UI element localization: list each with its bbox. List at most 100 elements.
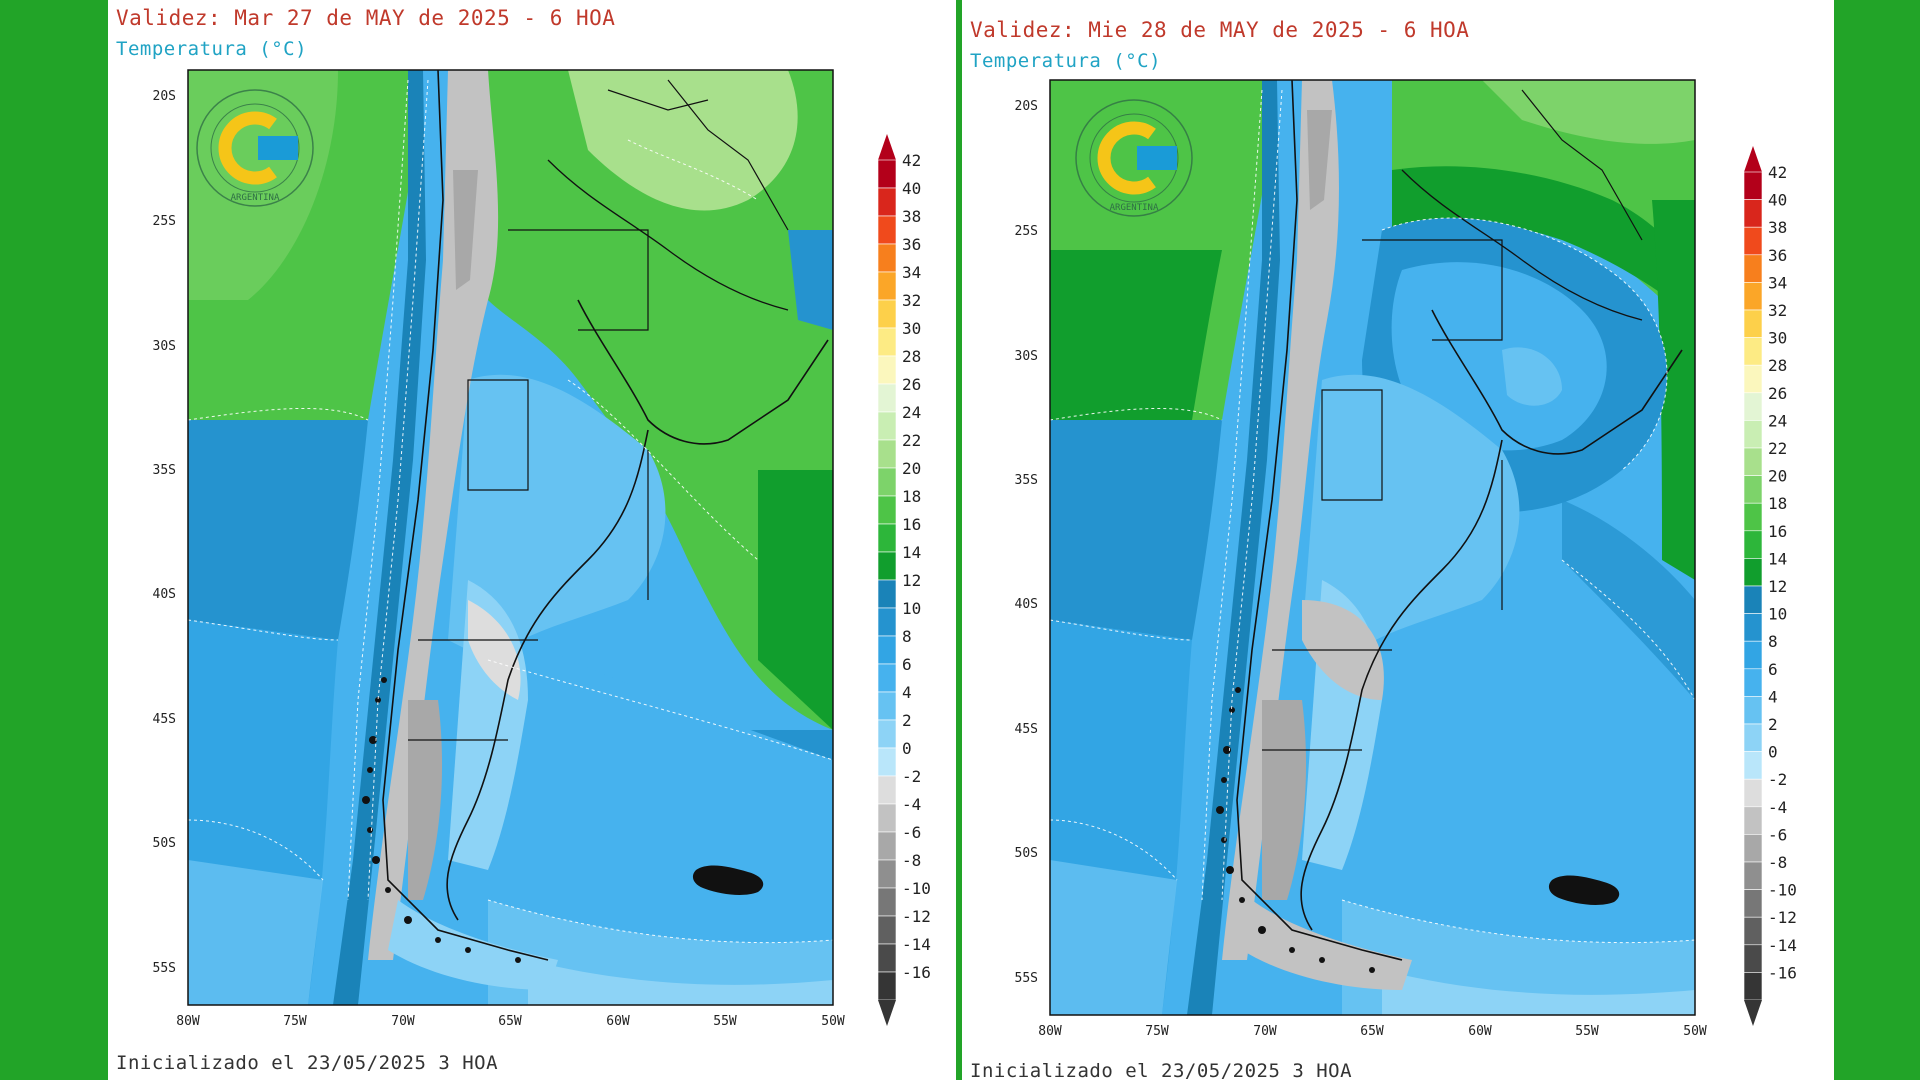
lat-label: 35S — [1015, 473, 1038, 488]
colorbar-label: 4 — [1768, 687, 1778, 706]
temperature-map: ARGENTINA 20S 25S 30S 35S 40S 45S 50S 55… — [153, 69, 931, 1029]
colorbar-swatch — [877, 887, 897, 917]
colorbar-swatch — [1743, 171, 1763, 200]
colorbar-swatch — [1743, 254, 1763, 283]
lon-label: 80W — [176, 1014, 200, 1029]
lat-label: 35S — [153, 463, 176, 478]
lat-label: 50S — [1015, 846, 1038, 861]
lat-label: 40S — [1015, 597, 1038, 612]
colorbar-label: 18 — [1768, 494, 1787, 513]
colorbar-label: -12 — [1768, 908, 1797, 927]
colorbar-label: 22 — [1768, 439, 1787, 458]
lon-label: 70W — [391, 1014, 415, 1029]
colorbar-label: 16 — [902, 515, 921, 534]
colorbar-label: 22 — [902, 431, 921, 450]
colorbar-label: 38 — [1768, 218, 1787, 237]
lat-label: 20S — [153, 89, 176, 104]
colorbar-label: 34 — [902, 263, 921, 282]
colorbar-swatch — [877, 551, 897, 581]
colorbar-label: -14 — [1768, 936, 1797, 955]
colorbar-swatch — [877, 747, 897, 777]
smn-logo: ARGENTINA — [196, 89, 314, 207]
colorbar-label: -8 — [902, 851, 921, 870]
colorbar-swatch — [877, 215, 897, 245]
lat-label: 25S — [1015, 224, 1038, 239]
colorbar-label: -16 — [1768, 963, 1797, 982]
lat-label: 20S — [1015, 99, 1038, 114]
colorbar-label: 12 — [902, 571, 921, 590]
colorbar-label: 26 — [1768, 384, 1787, 403]
colorbar-swatch — [1743, 502, 1763, 532]
colorbar-label: 40 — [1768, 191, 1787, 210]
colorbar-swatch — [877, 607, 897, 637]
colorbar-arrow-bottom — [878, 1000, 896, 1026]
variable-subtitle: Temperatura (°C) — [970, 50, 1162, 72]
colorbar-label: 10 — [1768, 605, 1787, 624]
colorbar-label: -2 — [1768, 770, 1787, 789]
colorbar-swatch — [877, 523, 897, 553]
lon-label: 55W — [1575, 1024, 1599, 1039]
colorbar-label: 8 — [902, 627, 912, 646]
colorbar-label: -12 — [902, 907, 931, 926]
colorbar-swatch — [1743, 806, 1763, 835]
lon-label: 60W — [1468, 1024, 1492, 1039]
colorbar-label: 36 — [902, 235, 921, 254]
colorbar-label: 2 — [1768, 715, 1778, 734]
colorbar-label: 42 — [902, 151, 921, 170]
colorbar-swatch — [877, 411, 897, 441]
colorbar-label: 24 — [902, 403, 921, 422]
lat-label: 55S — [153, 961, 176, 976]
colorbar-swatch — [1743, 282, 1763, 311]
colorbar-swatch — [1743, 420, 1763, 449]
colorbar-arrow-bottom — [1744, 1000, 1762, 1026]
colorbar-swatch — [1743, 613, 1763, 642]
lon-label: 75W — [283, 1014, 307, 1029]
colorbar-label: -2 — [902, 767, 921, 786]
colorbar-label: 30 — [1768, 329, 1787, 348]
validity-title: Validez: Mie 28 de MAY de 2025 - 6 HOA — [970, 18, 1470, 42]
smn-logo: ARGENTINA — [1075, 99, 1193, 217]
colorbar-swatch — [1743, 834, 1763, 863]
colorbar-swatch — [1743, 392, 1763, 421]
colorbar-swatch — [877, 299, 897, 329]
lat-label: 25S — [153, 214, 176, 229]
temperature-colorbar: 424038363432302826242220181614121086420-… — [1743, 146, 1797, 1026]
colorbar-swatch — [877, 831, 897, 861]
colorbar-swatch — [1743, 475, 1763, 504]
colorbar-swatch — [1743, 778, 1763, 808]
colorbar-swatch — [877, 579, 897, 609]
colorbar-swatch — [877, 719, 897, 749]
lon-label: 50W — [821, 1014, 845, 1029]
colorbar-swatch — [1743, 447, 1763, 476]
colorbar-swatch — [1743, 889, 1763, 918]
lon-label: 65W — [1360, 1024, 1384, 1039]
colorbar-label: 2 — [902, 711, 912, 730]
colorbar-label: 0 — [1768, 743, 1778, 762]
temperature-map: ARGENTINA 20S 25S 30S 35S 40S 45S 50S 55… — [1015, 79, 1797, 1039]
colorbar-label: 6 — [1768, 660, 1778, 679]
colorbar-label: -6 — [1768, 825, 1787, 844]
colorbar-label: 40 — [902, 179, 921, 198]
colorbar-label: 8 — [1768, 632, 1778, 651]
colorbar-swatch — [877, 635, 897, 665]
lat-label: 30S — [153, 339, 176, 354]
colorbar-swatch — [1743, 668, 1763, 697]
colorbar-label: 18 — [902, 487, 921, 506]
lat-label: 55S — [1015, 971, 1038, 986]
colorbar-label: -16 — [902, 963, 931, 982]
forecast-map-panel: Validez: Mar 27 de MAY de 2025 - 6 HOA T… — [108, 0, 956, 1080]
colorbar-label: 34 — [1768, 273, 1787, 292]
colorbar-label: 20 — [902, 459, 921, 478]
colorbar-label: 16 — [1768, 522, 1787, 541]
lat-label: 50S — [153, 836, 176, 851]
colorbar-label: 36 — [1768, 246, 1787, 265]
lon-label: 80W — [1038, 1024, 1062, 1039]
colorbar-swatch — [1743, 585, 1763, 614]
colorbar-label: -14 — [902, 935, 931, 954]
variable-subtitle: Temperatura (°C) — [116, 38, 308, 60]
colorbar-swatch — [877, 775, 897, 805]
colorbar-swatch — [877, 467, 897, 497]
colorbar-arrow-top — [878, 134, 896, 160]
colorbar-swatch — [1743, 337, 1763, 366]
colorbar-swatch — [877, 159, 897, 189]
